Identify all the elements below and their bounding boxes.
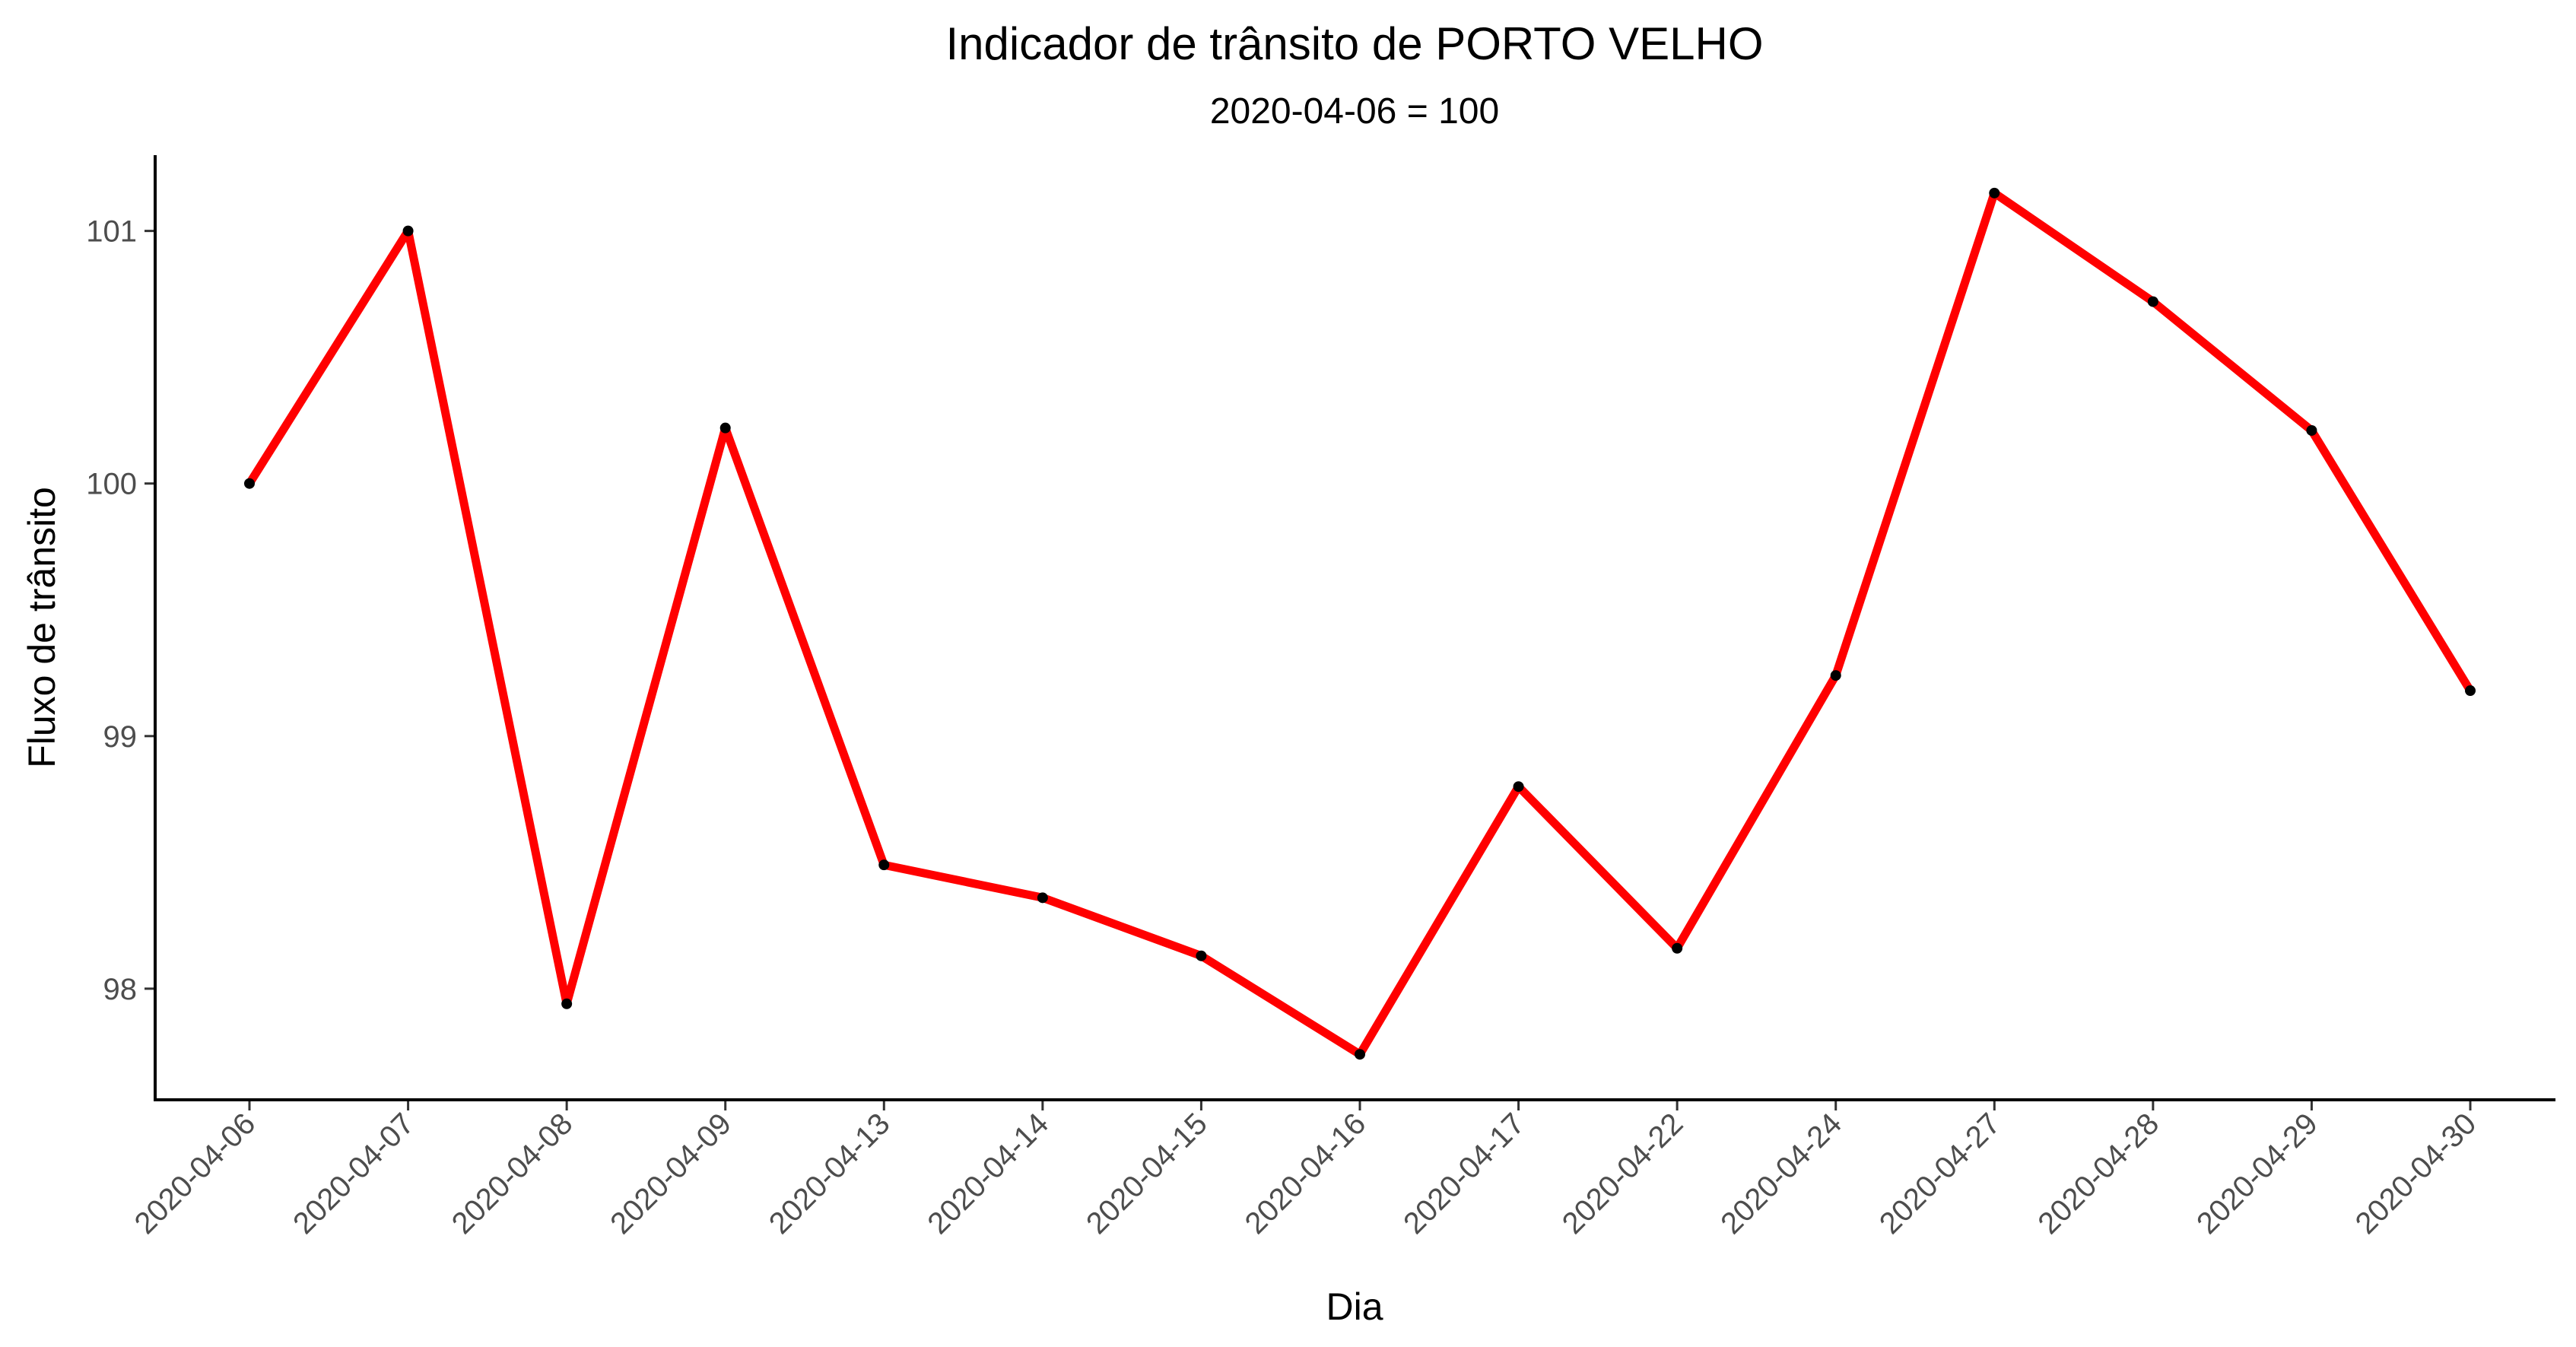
x-tick-label: 2020-04-13 [763,1107,897,1241]
y-axis-title: Fluxo de trânsito [21,487,63,768]
x-tick-label: 2020-04-09 [604,1107,738,1241]
data-point [1513,781,1524,793]
x-tick-label: 2020-04-07 [287,1107,421,1241]
y-tick-label: 98 [103,973,138,1006]
data-point [1672,942,1683,954]
x-tick-label: 2020-04-17 [1397,1107,1531,1241]
data-point [878,859,890,871]
x-tick-label: 2020-04-08 [446,1107,580,1241]
y-tick-label: 101 [86,215,137,249]
data-point [1355,1049,1365,1060]
x-tick-label: 2020-04-06 [129,1107,262,1241]
data-point [2147,296,2158,307]
x-axis-ticks: 2020-04-06 2020-04-07 2020-04-08 2020-04-09… [129,1100,2483,1241]
data-point [1037,892,1048,904]
y-tick-label: 99 [103,720,138,754]
data-point [244,478,255,489]
series-group [244,187,2476,1060]
x-tick-label: 2020-04-15 [1080,1107,1214,1241]
chart-subtitle: 2020-04-06 = 100 [1210,91,1499,132]
x-tick-label: 2020-04-22 [1556,1107,1690,1241]
data-point [2306,424,2317,436]
x-tick-label: 2020-04-27 [1873,1107,2007,1241]
series-line [246,189,2474,1059]
data-point [1989,187,2000,199]
x-tick-label: 2020-04-30 [2349,1107,2483,1241]
data-point [1196,950,1207,961]
data-point [719,422,731,434]
chart-title: Indicador de trânsito de PORTO VELHO [946,18,1764,69]
y-axis-ticks: 98 99 100 101 [86,215,155,1006]
x-tick-label: 2020-04-28 [2031,1107,2165,1241]
x-tick-label: 2020-04-24 [1714,1107,1848,1241]
data-point [402,225,414,237]
data-point [561,998,573,1009]
data-point [2465,685,2476,697]
x-tick-label: 2020-04-14 [921,1107,1055,1241]
x-tick-label: 2020-04-16 [1239,1107,1373,1241]
x-tick-label: 2020-04-29 [2190,1107,2324,1241]
y-tick-label: 100 [86,468,137,501]
data-point [1830,670,1841,681]
x-axis-title: Dia [1326,1285,1383,1328]
